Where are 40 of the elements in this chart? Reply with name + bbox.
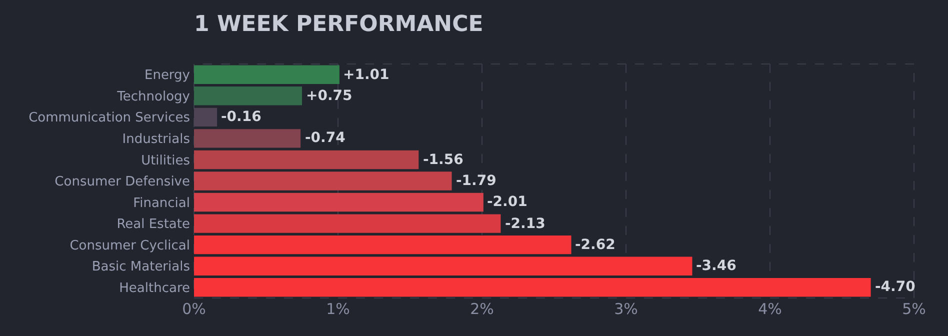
- bar: [194, 65, 340, 84]
- y-tick-label: Technology: [116, 89, 190, 104]
- x-tick-label: 0%: [182, 300, 206, 318]
- bar: [194, 235, 572, 254]
- data-label: -2.01: [487, 194, 528, 210]
- x-tick-label: 4%: [758, 300, 782, 318]
- y-tick-label: Energy: [144, 68, 190, 84]
- y-tick-label: Healthcare: [119, 280, 190, 296]
- bar: [194, 86, 302, 106]
- bar: [194, 172, 452, 190]
- data-label: -0.16: [221, 109, 262, 125]
- x-tick-label: 5%: [902, 300, 926, 318]
- y-tick-label: Consumer Cyclical: [70, 238, 190, 254]
- data-label: +1.01: [343, 67, 390, 83]
- y-tick-label: Communication Services: [28, 110, 190, 126]
- data-label: -4.70: [875, 279, 916, 295]
- x-tick-label: 3%: [614, 300, 638, 318]
- y-tick-label: Consumer Defensive: [54, 174, 190, 190]
- bar: [194, 256, 692, 276]
- y-tick-label: Utilities: [141, 153, 190, 168]
- bar: [194, 192, 484, 212]
- x-tick-label: 2%: [470, 300, 494, 318]
- bar: [194, 129, 301, 148]
- data-label: -2.13: [505, 216, 546, 232]
- bar: [194, 108, 218, 127]
- data-label: -2.62: [575, 237, 616, 253]
- chart-title: 1 WEEK PERFORMANCE: [194, 12, 484, 38]
- data-label: -0.74: [305, 130, 346, 146]
- y-tick-label: Basic Materials: [92, 260, 190, 275]
- y-tick-label: Financial: [133, 196, 190, 211]
- bar: [194, 150, 419, 170]
- y-tick-label: Industrials: [122, 132, 190, 147]
- data-label: -1.79: [456, 173, 496, 189]
- bar: [194, 214, 501, 233]
- data-label: +0.75: [306, 88, 352, 104]
- bar: [194, 278, 871, 297]
- y-tick-label: Real Estate: [116, 217, 190, 232]
- x-tick-label: 1%: [326, 300, 350, 318]
- data-label: -3.46: [696, 258, 736, 274]
- data-label: -1.56: [423, 152, 464, 168]
